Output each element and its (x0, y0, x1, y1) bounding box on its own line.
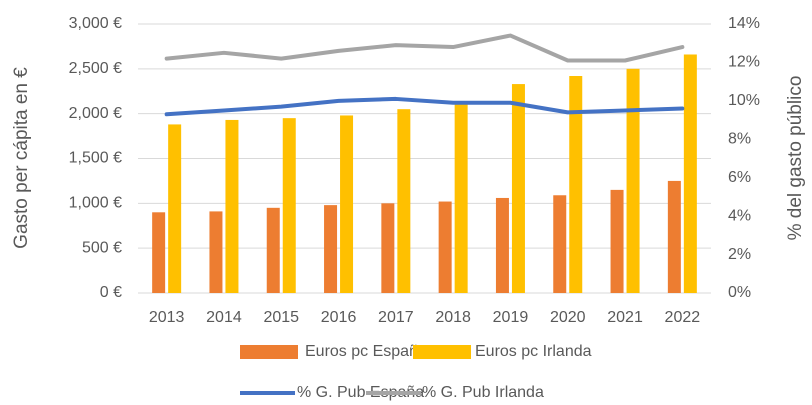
bar (667, 180, 681, 293)
bar (225, 119, 239, 294)
bar (282, 118, 296, 294)
y2-tick-label: 0% (728, 284, 751, 301)
legend-swatch (240, 345, 298, 359)
y-axis-title: Gasto per cápita en € (11, 67, 32, 249)
bar (438, 201, 452, 293)
x-tick-label: 2014 (206, 309, 242, 326)
line (164, 33, 685, 63)
y2-tick-label: 6% (728, 169, 751, 186)
y2-tick-label: 4% (728, 207, 751, 224)
x-tick-label: 2019 (493, 309, 529, 326)
line (164, 96, 685, 117)
y2-tick-label: 12% (728, 54, 760, 71)
bar (381, 203, 395, 293)
x-tick-label: 2021 (607, 309, 643, 326)
y2-tick-label: 14% (728, 15, 760, 32)
x-tick-label: 2022 (665, 309, 701, 326)
y2-tick-label: 10% (728, 92, 760, 109)
y2-axis-title: % del gasto público (785, 76, 806, 241)
bar (454, 101, 468, 293)
y-tick-label: 500 € (82, 239, 122, 256)
legend-label: % G. Pub Irlanda (422, 384, 544, 401)
x-tick-label: 2018 (435, 309, 471, 326)
legend-label: Euros pc Irlanda (475, 343, 592, 360)
bar (683, 54, 697, 294)
y-tick-label: 1,500 € (69, 150, 122, 167)
y-tick-label: 2,500 € (69, 60, 122, 77)
legend-label: % G. Pub España (297, 384, 424, 401)
y-tick-label: 1,000 € (69, 195, 122, 212)
bar (340, 115, 354, 294)
legend-label: Euros pc España (305, 343, 427, 360)
bar (495, 197, 509, 293)
bar (511, 84, 525, 294)
y-tick-label: 3,000 € (69, 15, 122, 32)
y-tick-label: 2,000 € (69, 105, 122, 122)
y-tick-label: 0 € (100, 284, 122, 301)
x-tick-label: 2020 (550, 309, 586, 326)
bar (324, 205, 338, 293)
bar (209, 211, 223, 293)
y2-tick-label: 8% (728, 131, 751, 148)
bar (152, 212, 166, 293)
x-tick-label: 2015 (263, 309, 299, 326)
bar (553, 195, 567, 293)
x-tick-label: 2017 (378, 309, 414, 326)
bar (626, 68, 640, 293)
y2-tick-label: 2% (728, 246, 751, 263)
bar (266, 207, 280, 293)
x-tick-label: 2016 (321, 309, 357, 326)
bar (569, 76, 583, 293)
legend-swatch (413, 345, 471, 359)
x-tick-label: 2013 (149, 309, 185, 326)
bar (610, 189, 624, 293)
bar (168, 124, 182, 293)
bar (397, 109, 411, 293)
